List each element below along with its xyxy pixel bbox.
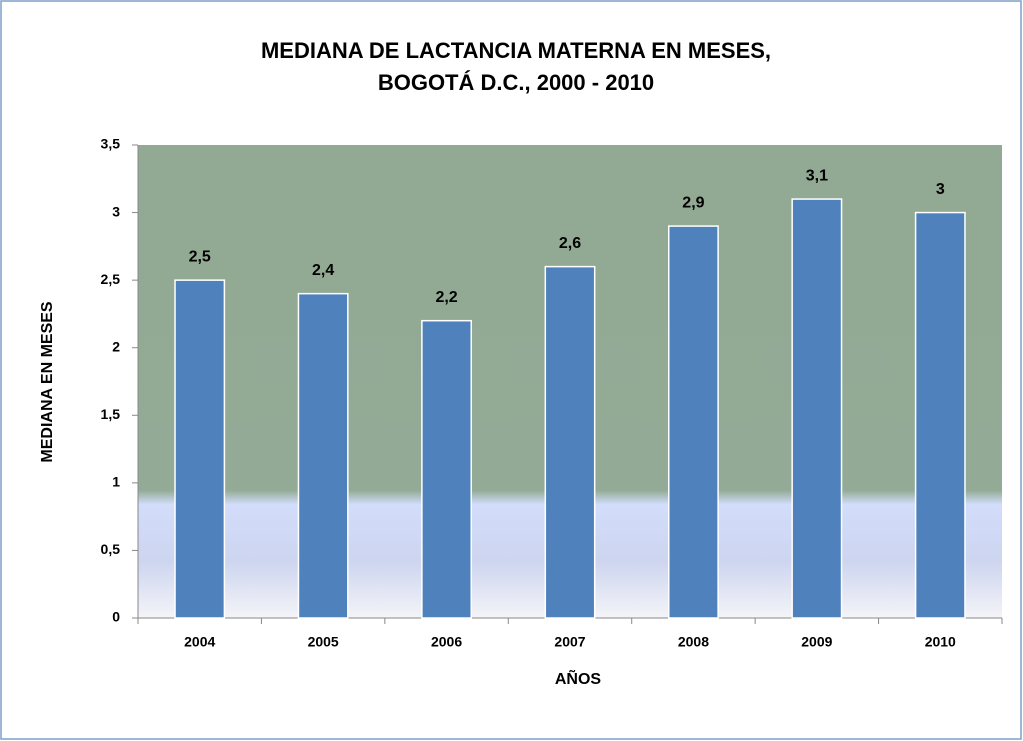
bar: [667, 225, 719, 619]
bar: [421, 319, 473, 619]
data-label: 2,6: [559, 235, 581, 252]
x-axis-title: AÑOS: [555, 668, 602, 688]
bar: [297, 292, 349, 619]
data-label: 2,2: [435, 289, 457, 306]
y-tick-label: 2: [112, 338, 120, 354]
bar: [791, 198, 843, 619]
y-axis-title: MEDIANA EN MESES: [39, 301, 56, 463]
x-tick-label: 2008: [678, 634, 709, 650]
bar: [544, 265, 596, 619]
data-label: 2,4: [312, 262, 334, 279]
data-label: 2,5: [189, 248, 211, 265]
y-tick-label: 1: [112, 474, 120, 490]
x-tick-label: 2010: [925, 634, 956, 650]
x-tick-label: 2009: [801, 634, 832, 650]
x-tick-label: 2005: [308, 634, 339, 650]
chart-title: BOGOTÁ D.C., 2000 - 2010: [378, 70, 654, 95]
x-tick-label: 2007: [554, 634, 585, 650]
data-label: 3,1: [806, 167, 828, 184]
y-tick-label: 3,5: [101, 136, 121, 152]
bar: [914, 211, 966, 619]
bar: [174, 279, 226, 619]
data-label: 3: [936, 181, 945, 198]
y-tick-label: 0,5: [101, 541, 121, 557]
x-tick-label: 2004: [184, 634, 215, 650]
x-tick-label: 2006: [431, 634, 462, 650]
chart-title: MEDIANA DE LACTANCIA MATERNA EN MESES,: [261, 38, 771, 63]
y-tick-label: 3: [112, 203, 120, 219]
data-label: 2,9: [682, 194, 704, 211]
y-tick-label: 0: [112, 609, 120, 625]
y-tick-label: 2,5: [101, 271, 121, 287]
y-tick-label: 1,5: [101, 406, 121, 422]
